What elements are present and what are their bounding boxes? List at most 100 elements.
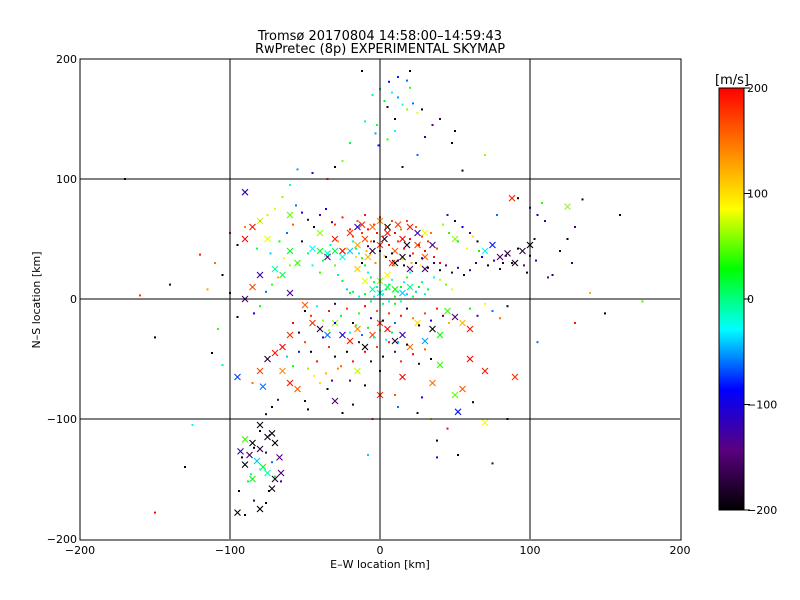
data-point-cross [459, 385, 466, 393]
data-point-dot [316, 360, 318, 363]
data-point-dot [346, 247, 348, 250]
data-point-cross [279, 271, 286, 279]
data-point-dot [221, 364, 224, 366]
data-point-dot [376, 124, 378, 126]
data-point-dot [476, 240, 479, 243]
data-point-cross [414, 241, 421, 249]
data-point-dot [364, 120, 366, 123]
data-point-dot [505, 254, 507, 257]
colorbar-gradient [718, 87, 745, 511]
data-point-dot [374, 132, 377, 135]
data-point-dot [349, 228, 351, 231]
data-point-dot [397, 76, 399, 78]
data-point-dot [445, 264, 447, 267]
data-point-dot [433, 276, 435, 279]
data-point-dot [412, 353, 414, 356]
data-point-dot [415, 262, 417, 264]
chart-title: Tromsø 20170804 14:58:00–14:59:43 [257, 29, 502, 44]
data-point-dot [415, 226, 417, 228]
data-point-dot [358, 312, 360, 315]
data-point-cross [481, 367, 489, 375]
data-point-dot [278, 240, 281, 243]
data-point-dot [409, 70, 411, 72]
data-point-dot [481, 256, 483, 258]
data-point-cross [429, 379, 436, 387]
data-point-dot [604, 312, 606, 315]
data-point-dot [457, 266, 459, 269]
data-point-cross [339, 247, 346, 255]
data-point-dot [385, 338, 387, 341]
data-point-dot [184, 466, 186, 468]
data-point-dot [316, 305, 318, 308]
data-point-cross [564, 203, 571, 210]
data-point-cross [459, 319, 466, 327]
data-point-dot [214, 262, 216, 264]
data-point-cross [496, 253, 504, 261]
data-point-dot [454, 130, 456, 132]
data-point-dot [217, 328, 219, 330]
data-point-dot [313, 374, 315, 377]
data-point-cross [361, 343, 369, 351]
data-point-dot [436, 456, 438, 459]
data-point-dot [377, 144, 380, 147]
data-point-dot [403, 281, 405, 284]
data-point-dot [419, 264, 422, 267]
data-point-dot [247, 480, 249, 483]
data-point-cross [421, 337, 429, 345]
data-point-cross [241, 188, 249, 196]
colorbar-tick-label: −100 [747, 399, 777, 412]
data-point-dot [277, 398, 279, 401]
data-point-cross [331, 247, 339, 255]
data-point-dot [364, 384, 366, 387]
data-point-dot [283, 257, 285, 260]
data-point-dot [301, 211, 303, 214]
data-point-dot [439, 269, 441, 272]
data-point-cross [271, 349, 279, 357]
data-point-dot [364, 350, 366, 353]
data-point-cross [399, 235, 406, 243]
data-point-cross [511, 259, 519, 267]
data-point-cross [271, 439, 279, 447]
data-point-dot [364, 264, 366, 267]
data-point-dot [388, 244, 390, 246]
data-point-dot [394, 130, 396, 132]
y-tick-label: 100 [56, 173, 77, 186]
data-point-dot [346, 350, 348, 353]
colorbar-tick-label: 200 [747, 82, 768, 95]
data-point-dot [328, 310, 330, 312]
data-point-cross [481, 247, 489, 255]
data-point-cross [466, 325, 474, 333]
data-point-dot [244, 514, 246, 516]
colorbar-tick-label: −200 [747, 504, 777, 517]
data-point-dot [442, 223, 444, 226]
data-point-dot [307, 408, 309, 411]
data-point-cross [481, 419, 489, 426]
data-point-cross [256, 505, 264, 513]
data-point-dot [541, 202, 543, 204]
data-point-cross [399, 373, 406, 381]
data-point-dot [352, 240, 354, 243]
data-point-dot [526, 271, 528, 274]
data-point-dot [341, 412, 344, 414]
data-point-dot [491, 310, 494, 312]
data-point-dot [341, 280, 344, 282]
data-point-dot [406, 108, 408, 111]
data-point-cross [276, 454, 283, 461]
x-tick-label: 100 [520, 544, 541, 557]
data-point-dot [307, 218, 309, 221]
data-point-dot [439, 278, 441, 281]
data-point-dot [397, 96, 399, 99]
data-point-dot [341, 160, 344, 162]
data-point-dot [383, 100, 386, 102]
data-point-dot [358, 341, 360, 344]
data-point-dot [286, 232, 288, 234]
data-point-dot [401, 166, 404, 168]
data-point-dot [412, 102, 414, 105]
data-point-dot [250, 473, 252, 476]
data-point-dot [484, 154, 486, 156]
data-point-dot [469, 232, 471, 234]
data-point-dot [431, 124, 434, 126]
x-tick-label: −200 [65, 544, 95, 557]
data-point-dot [397, 240, 399, 243]
